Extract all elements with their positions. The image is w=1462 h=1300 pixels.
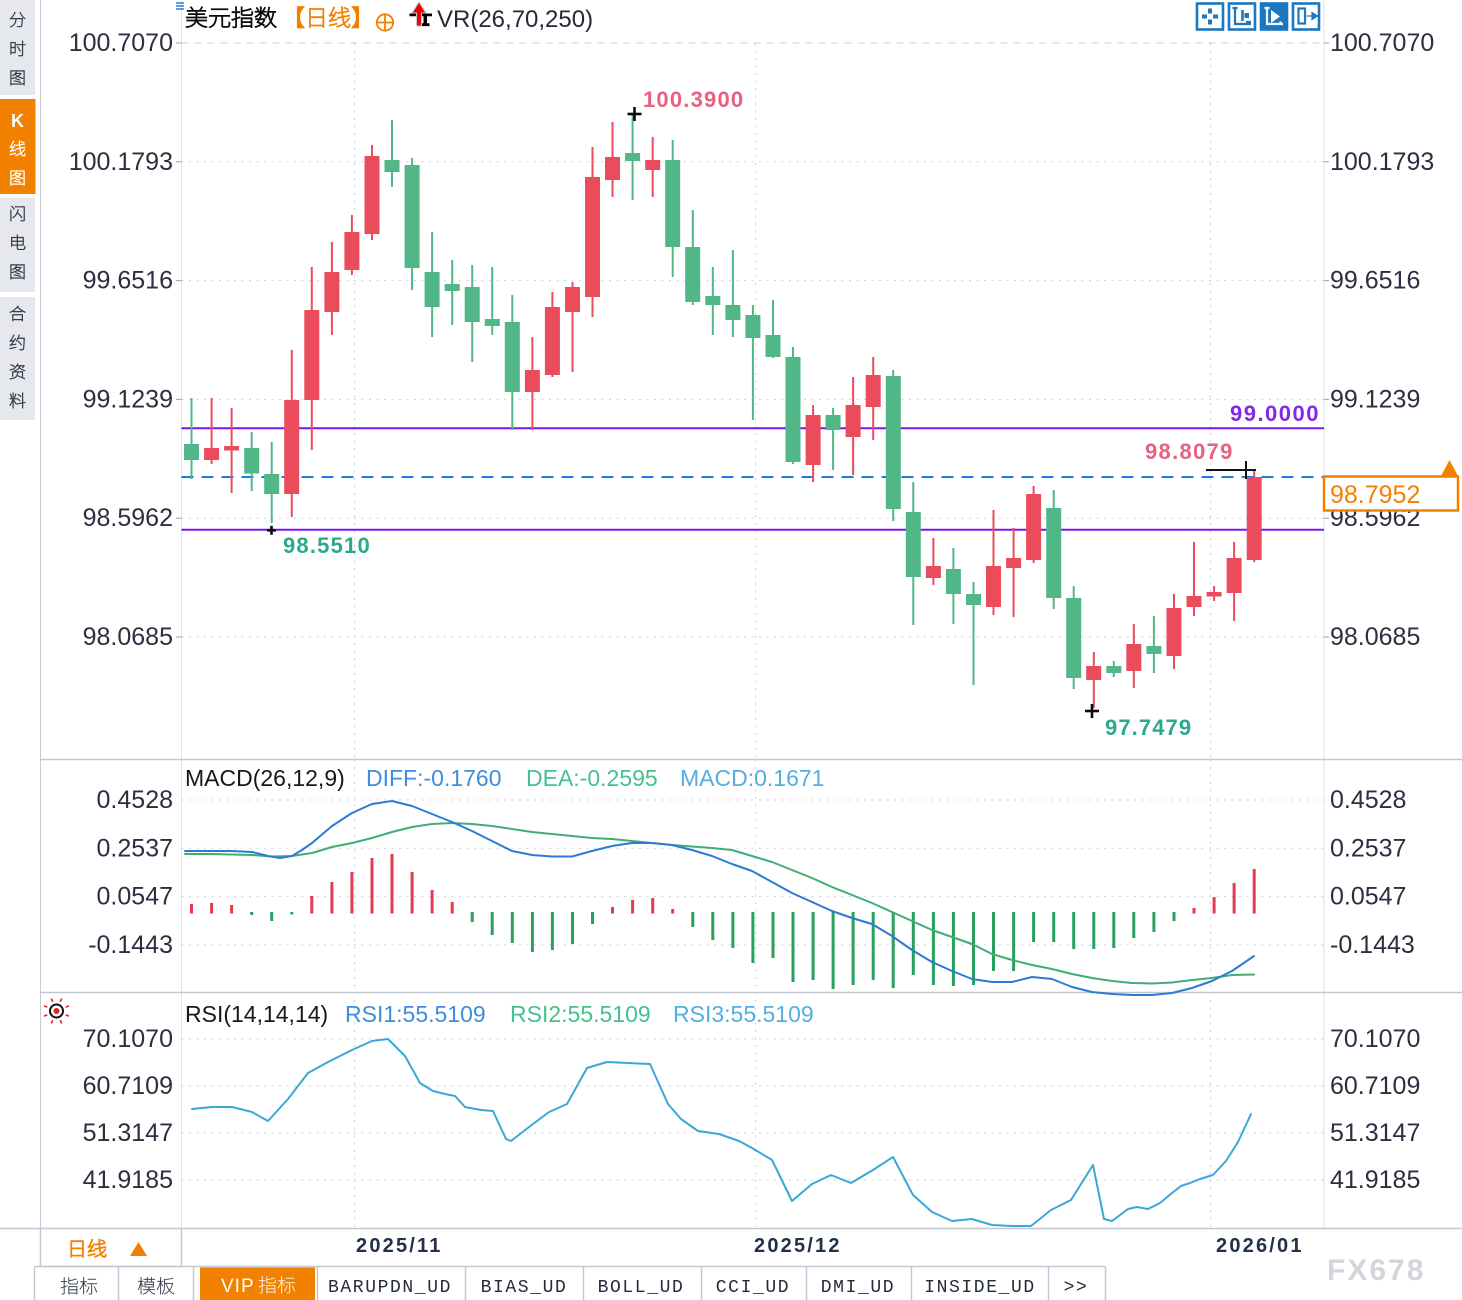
svg-text:98.5962: 98.5962: [83, 504, 173, 532]
svg-text:99.6516: 99.6516: [1330, 267, 1420, 295]
svg-text:0.4528: 0.4528: [97, 786, 173, 814]
svg-text:60.7109: 60.7109: [83, 1072, 173, 1100]
svg-text:100.1793: 100.1793: [69, 148, 173, 176]
svg-text:41.9185: 41.9185: [1330, 1166, 1420, 1194]
svg-text:100.7070: 100.7070: [69, 29, 173, 57]
svg-text:99.6516: 99.6516: [83, 267, 173, 295]
svg-text:VIP: VIP: [221, 1276, 255, 1297]
svg-text:RSI(14,14,14): RSI(14,14,14): [185, 1001, 328, 1027]
svg-text:MACD:0.1671: MACD:0.1671: [680, 765, 824, 791]
svg-text:DEA:-0.2595: DEA:-0.2595: [526, 765, 658, 791]
svg-text:100.3900: 100.3900: [643, 87, 744, 112]
svg-text:DMI_UD: DMI_UD: [821, 1278, 895, 1298]
svg-text:51.3147: 51.3147: [1330, 1119, 1420, 1147]
svg-text:K: K: [11, 111, 24, 131]
svg-text:70.1070: 70.1070: [1330, 1025, 1420, 1053]
svg-text:99.1239: 99.1239: [83, 385, 173, 413]
svg-text:BARUPDN_UD: BARUPDN_UD: [328, 1278, 452, 1298]
svg-text:MACD(26,12,9): MACD(26,12,9): [185, 765, 345, 791]
svg-text:100.7070: 100.7070: [1330, 29, 1434, 57]
svg-text:2025/12: 2025/12: [754, 1235, 842, 1257]
svg-text:99.0000: 99.0000: [1230, 401, 1320, 426]
svg-text:RSI1:55.5109: RSI1:55.5109: [345, 1001, 486, 1027]
svg-text:DIFF:-0.1760: DIFF:-0.1760: [366, 765, 502, 791]
svg-text:0.0547: 0.0547: [1330, 883, 1406, 911]
svg-text:60.7109: 60.7109: [1330, 1072, 1420, 1100]
svg-text:2026/01: 2026/01: [1216, 1235, 1304, 1257]
svg-text:70.1070: 70.1070: [83, 1025, 173, 1053]
svg-text:98.5510: 98.5510: [283, 533, 371, 558]
svg-text:RSI3:55.5109: RSI3:55.5109: [673, 1001, 814, 1027]
svg-text:0.2537: 0.2537: [97, 834, 173, 862]
svg-text:0.4528: 0.4528: [1330, 786, 1406, 814]
svg-text:VR(26,70,250): VR(26,70,250): [437, 6, 593, 33]
svg-text:98.0685: 98.0685: [83, 623, 173, 651]
svg-text:2025/11: 2025/11: [356, 1235, 443, 1257]
svg-text:41.9185: 41.9185: [83, 1166, 173, 1194]
svg-text:BOLL_UD: BOLL_UD: [598, 1278, 685, 1298]
svg-text:>>: >>: [1064, 1278, 1089, 1298]
svg-text:INSIDE_UD: INSIDE_UD: [924, 1278, 1036, 1298]
svg-text:51.3147: 51.3147: [83, 1119, 173, 1147]
svg-text:CCI_UD: CCI_UD: [716, 1278, 790, 1298]
svg-text:99.1239: 99.1239: [1330, 385, 1420, 413]
svg-text:-0.1443: -0.1443: [1330, 931, 1415, 959]
svg-text:BIAS_UD: BIAS_UD: [481, 1278, 568, 1298]
svg-text:98.0685: 98.0685: [1330, 623, 1420, 651]
svg-text:RSI2:55.5109: RSI2:55.5109: [510, 1001, 651, 1027]
svg-text:97.7479: 97.7479: [1105, 715, 1192, 740]
svg-text:98.7952: 98.7952: [1330, 481, 1420, 509]
svg-text:100.1793: 100.1793: [1330, 148, 1434, 176]
svg-text:98.8079: 98.8079: [1145, 439, 1234, 464]
svg-text:0.2537: 0.2537: [1330, 834, 1406, 862]
svg-text:-0.1443: -0.1443: [88, 931, 173, 959]
svg-text:0.0547: 0.0547: [97, 883, 173, 911]
svg-text:FX678: FX678: [1327, 1254, 1425, 1287]
